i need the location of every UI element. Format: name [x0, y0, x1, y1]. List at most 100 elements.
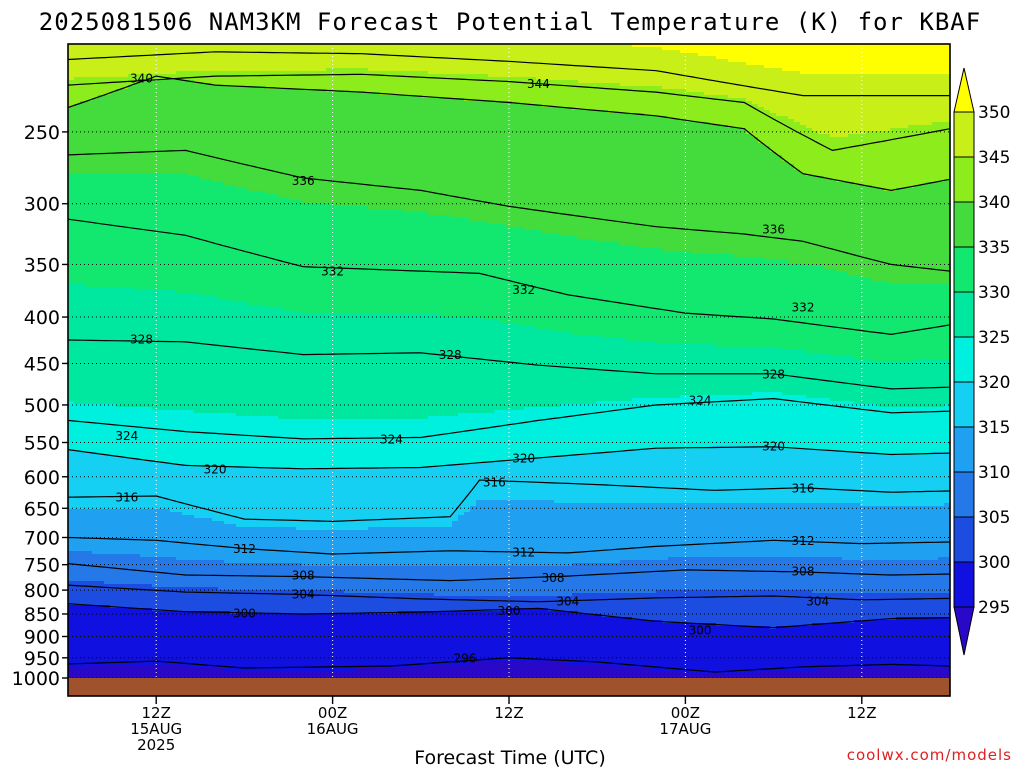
shade-cell [776, 152, 950, 156]
shade-cell [68, 209, 405, 213]
contour-label: 308 [542, 571, 565, 585]
colorbar-label: 345 [978, 148, 1010, 168]
shade-cell [68, 173, 189, 177]
colorbar-swatch [953, 336, 975, 383]
isentrope-316 [68, 479, 950, 523]
shade-cell [68, 197, 291, 201]
shade-cell [764, 257, 950, 261]
shade-cell [872, 359, 915, 363]
contour-label: 320 [512, 451, 535, 465]
x-tick-label: 12Z [142, 704, 171, 722]
shade-cell [896, 188, 950, 192]
shade-cell [68, 47, 663, 51]
shade-cell [68, 314, 441, 318]
shade-cell [68, 80, 141, 84]
colorbar-swatch [953, 156, 975, 203]
shade-cell [68, 440, 950, 444]
shade-cell [68, 257, 765, 261]
shade-cell [710, 446, 783, 450]
shade-cell [68, 176, 201, 180]
shade-cell [716, 344, 950, 348]
shade-cell [110, 92, 381, 96]
shade-cell [404, 209, 950, 213]
shade-cell [572, 107, 765, 111]
contour-label: 312 [792, 534, 815, 548]
shade-cell [932, 122, 950, 126]
shade-cell [806, 173, 950, 177]
y-tick-label: 650 [24, 498, 60, 520]
shade-cell [212, 179, 837, 183]
shade-cell [68, 305, 267, 309]
shade-cell [554, 455, 950, 459]
shade-cell [68, 50, 681, 54]
shade-cell [266, 191, 950, 195]
shade-cell [938, 557, 950, 561]
y-tick-label: 400 [24, 307, 60, 329]
shade-cell [68, 368, 950, 372]
shade-cell [698, 53, 950, 57]
shade-cell [290, 197, 950, 201]
shade-cell [188, 464, 447, 468]
shade-cell [302, 200, 950, 204]
contour-label: 300 [498, 604, 521, 618]
shade-cell [68, 452, 99, 456]
shade-cell [68, 377, 950, 381]
shade-cell [632, 398, 831, 402]
shade-cell [764, 65, 950, 69]
shade-cell [68, 578, 950, 582]
shade-cell [68, 446, 711, 450]
shade-cell [68, 500, 477, 504]
shade-cell [68, 347, 783, 351]
y-tick-label: 550 [24, 432, 60, 454]
contour-label: 324 [380, 432, 403, 446]
shade-cell [890, 128, 950, 132]
x-tick-label: 00Z [671, 704, 700, 722]
y-tick-label: 1000 [12, 668, 60, 690]
shade-cell [68, 620, 663, 624]
shade-cell [68, 608, 153, 612]
shade-cell [908, 125, 950, 129]
shade-cell [68, 86, 129, 90]
shade-cell [68, 545, 950, 549]
ground-strip [68, 678, 950, 696]
shade-cell [68, 299, 231, 303]
shade-cell [68, 356, 855, 360]
contour-label: 344 [527, 77, 550, 91]
shade-cell [854, 356, 950, 360]
shade-cell [704, 92, 950, 96]
shade-cell [68, 179, 213, 183]
shade-cell [68, 44, 633, 48]
shade-cell [68, 287, 135, 291]
shade-cell [152, 407, 525, 411]
shade-cell [68, 332, 573, 336]
shade-cell [236, 524, 453, 528]
shade-cell [914, 185, 950, 189]
shade-cell [620, 83, 950, 87]
shade-cell [68, 416, 279, 420]
shade-cell [68, 449, 75, 453]
shade-cell [794, 164, 950, 168]
y-tick-label: 300 [24, 194, 60, 216]
shade-cell [872, 278, 950, 282]
shade-cell [770, 149, 950, 153]
shade-cell [68, 344, 717, 348]
shade-cell [194, 80, 579, 84]
shade-cell [68, 650, 950, 654]
y-tick-label: 450 [24, 353, 60, 375]
shade-cell [68, 476, 950, 480]
shade-cell [68, 542, 950, 546]
shade-cell [140, 554, 950, 558]
shade-cell [578, 80, 950, 84]
shade-cell [116, 455, 555, 459]
colorbar-swatch [953, 111, 975, 158]
shade-cell [488, 74, 950, 78]
contour-label: 304 [292, 588, 315, 602]
shade-cell [68, 170, 801, 174]
shade-cell [68, 89, 117, 93]
shade-cell [248, 302, 950, 306]
shade-cell [758, 137, 950, 141]
shade-cell [452, 521, 950, 525]
shade-cell [68, 245, 639, 249]
contour-label: 340 [130, 71, 153, 85]
